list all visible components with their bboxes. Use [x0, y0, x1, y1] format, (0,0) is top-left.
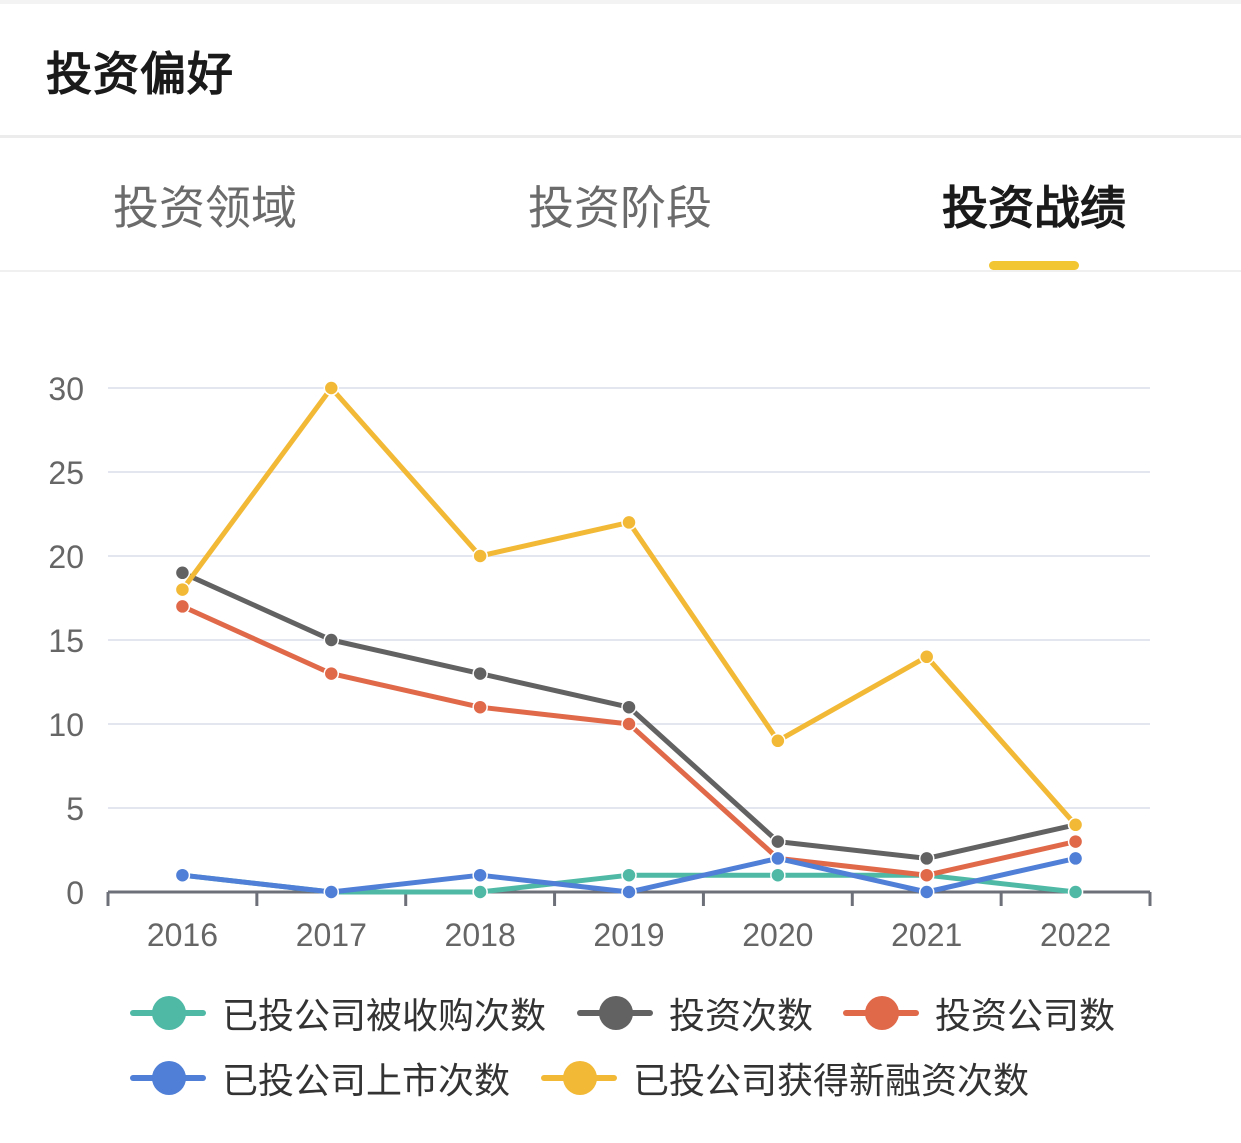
legend-label: 已投公司被收购次数 [222, 996, 547, 1037]
top-border [0, 0, 1241, 4]
data-point-2-6 [1067, 833, 1084, 850]
legend-symbol [130, 1053, 206, 1103]
data-point-2-0 [174, 598, 191, 615]
data-point-1-1 [323, 632, 340, 648]
line-chart: 0 5 10 15 20 25 30 2016 2017 2018 2019 2020 2021 2022 [48, 371, 1152, 953]
data-point-1-2 [472, 665, 488, 682]
legend-label: 投资次数 [669, 996, 814, 1037]
data-point-2-1 [323, 665, 340, 682]
data-point-2-5 [918, 867, 935, 883]
series-line-4 [179, 385, 1079, 828]
data-point-2-3 [621, 716, 637, 732]
series-line-1 [179, 570, 1079, 861]
data-point-3-0 [174, 867, 191, 883]
data-point-3-3 [621, 884, 637, 900]
x-tick-label: 2017 [296, 917, 367, 953]
y-tick-label: 20 [48, 539, 84, 575]
legend-item-acquired[interactable]: 已投公司被收购次数 [130, 988, 546, 1038]
legend-item-investment-count[interactable]: 投资次数 [577, 988, 813, 1038]
header-divider [0, 135, 1241, 138]
data-point-0-2 [472, 884, 488, 900]
data-point-0-3 [621, 867, 637, 883]
tab-investment-stage[interactable]: 投资阶段 [528, 181, 712, 235]
tab-divider [0, 270, 1241, 272]
tab-investment-field[interactable]: 投资领域 [113, 181, 297, 235]
legend-symbol [541, 1053, 617, 1103]
x-tick-label: 2022 [1040, 917, 1111, 953]
y-tick-label: 15 [48, 623, 84, 659]
x-tick-label: 2016 [147, 917, 218, 953]
chart-legend: 已投公司被收购次数 投资次数 投资公司数 已投公司上市次数 已投公司获得新融资次… [0, 975, 1241, 1115]
legend-label: 已投公司获得新融资次数 [633, 1061, 1030, 1102]
data-point-3-6 [1067, 850, 1084, 867]
data-point-4-5 [918, 649, 935, 665]
section-title: 投资偏好 [46, 47, 234, 101]
legend-label: 投资公司数 [935, 996, 1116, 1037]
legend-label: 已投公司上市次数 [222, 1061, 511, 1102]
data-point-3-2 [472, 867, 488, 883]
y-tick-label: 25 [48, 455, 84, 491]
y-tick-label: 0 [66, 875, 84, 911]
x-tick-label: 2020 [742, 917, 813, 953]
tab-investment-record[interactable]: 投资战绩 [942, 181, 1126, 235]
data-point-4-1 [323, 380, 340, 396]
data-point-1-0 [174, 565, 191, 581]
legend-symbol [577, 988, 653, 1038]
data-point-4-0 [174, 581, 191, 598]
data-point-0-6 [1067, 884, 1084, 900]
tab-bar: 投资领域 投资阶段 投资战绩 [0, 138, 1241, 270]
data-point-1-3 [621, 699, 637, 715]
legend-item-new-financing[interactable]: 已投公司获得新融资次数 [541, 1053, 1029, 1103]
active-tab-indicator [989, 261, 1079, 270]
legend-item-ipo[interactable]: 已投公司上市次数 [130, 1053, 510, 1103]
data-point-0-4 [770, 867, 786, 883]
series-line-2 [179, 603, 1079, 878]
y-tick-label: 10 [48, 707, 84, 743]
data-point-3-1 [323, 884, 340, 900]
legend-symbol [843, 988, 919, 1038]
y-tick-label: 5 [66, 791, 84, 827]
data-point-4-6 [1067, 817, 1084, 833]
data-point-2-2 [472, 699, 488, 715]
data-point-3-4 [770, 850, 786, 867]
data-point-3-5 [918, 884, 935, 900]
x-tick-label: 2019 [593, 917, 664, 953]
data-point-4-4 [770, 733, 786, 749]
x-tick-label: 2018 [445, 917, 516, 953]
x-tick-label: 2021 [891, 917, 962, 953]
legend-item-company-count[interactable]: 投资公司数 [843, 988, 1115, 1038]
data-point-1-5 [918, 850, 935, 867]
section-header: 投资偏好 [0, 4, 1241, 135]
data-point-4-3 [621, 514, 637, 531]
data-point-1-4 [770, 833, 786, 850]
y-tick-label: 30 [48, 371, 84, 407]
legend-symbol [130, 988, 206, 1038]
data-point-4-2 [472, 548, 488, 564]
